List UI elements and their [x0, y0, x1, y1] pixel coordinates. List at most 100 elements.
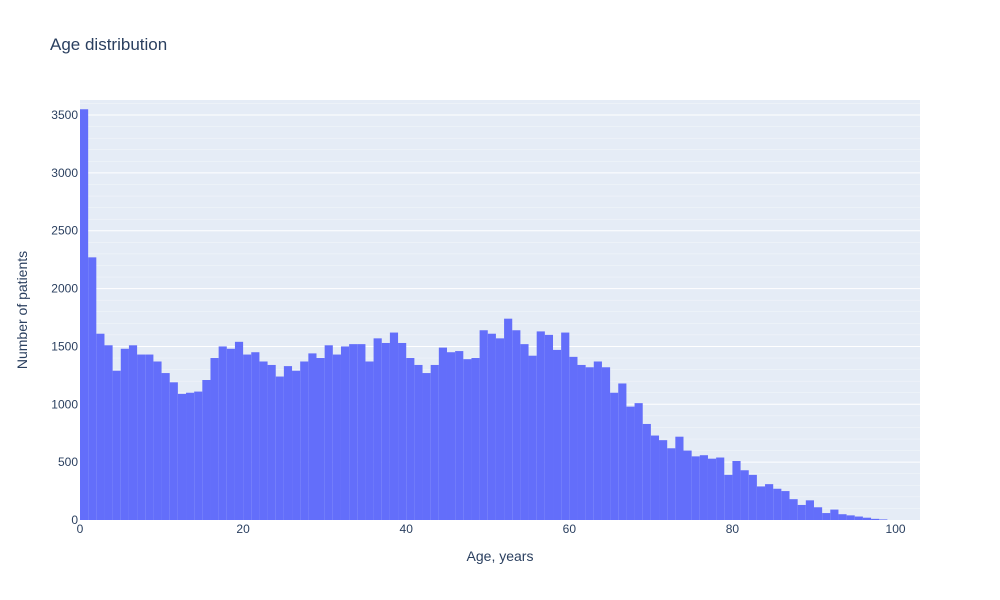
- histogram-bar: [683, 450, 692, 520]
- histogram-bar: [120, 348, 129, 520]
- histogram-bar: [292, 370, 301, 520]
- y-tick-label: 2500: [51, 224, 78, 238]
- histogram-bar: [838, 514, 847, 520]
- histogram-bar: [267, 364, 276, 520]
- histogram-bar: [455, 351, 464, 520]
- histogram-bar: [316, 358, 325, 520]
- histogram-bar: [618, 383, 627, 520]
- histogram-bar: [422, 373, 431, 520]
- histogram-bar: [536, 331, 545, 520]
- histogram-bar: [740, 470, 749, 520]
- x-tick-label: 0: [77, 522, 84, 536]
- histogram-bar: [145, 354, 154, 520]
- y-axis-title: Number of patients: [14, 251, 30, 369]
- histogram-bar: [504, 318, 513, 520]
- histogram-bar: [283, 366, 293, 520]
- histogram-bar: [781, 491, 790, 520]
- histogram-bar: [300, 361, 309, 520]
- x-tick-label: 80: [726, 522, 740, 536]
- histogram-bar: [161, 373, 170, 520]
- y-tick-label: 3500: [51, 108, 78, 122]
- histogram-bar: [862, 517, 872, 520]
- histogram-bar: [275, 376, 284, 520]
- histogram-bar: [879, 519, 888, 520]
- histogram-bar: [226, 348, 235, 520]
- histogram-bar: [765, 484, 774, 520]
- histogram-bar: [259, 361, 268, 520]
- histogram-bar: [479, 330, 488, 520]
- histogram-bar: [186, 392, 195, 520]
- histogram-bar: [194, 391, 203, 520]
- histogram-bar: [218, 346, 227, 520]
- histogram-bar: [699, 455, 708, 520]
- histogram-bar: [324, 345, 333, 520]
- histogram-bar: [88, 257, 97, 520]
- y-tick-label: 3000: [51, 166, 78, 180]
- histogram-bar: [544, 334, 554, 520]
- histogram-bar: [675, 436, 684, 520]
- histogram-bar: [340, 346, 350, 520]
- histogram-bars: [80, 109, 888, 520]
- histogram-bar: [626, 406, 635, 520]
- histogram-bar: [471, 358, 480, 520]
- x-tick-label: 20: [236, 522, 250, 536]
- histogram-bar: [756, 486, 766, 520]
- histogram-bar: [813, 507, 823, 520]
- histogram-bar: [169, 382, 178, 520]
- histogram-bar: [707, 458, 717, 520]
- histogram-bar: [569, 356, 578, 520]
- histogram-bar: [797, 504, 806, 520]
- histogram-bar: [528, 355, 537, 520]
- histogram-bar: [871, 518, 880, 520]
- y-tick-label: 2000: [51, 282, 78, 296]
- histogram-bar: [650, 435, 660, 520]
- histogram-bar: [389, 332, 399, 520]
- histogram-bar: [789, 499, 798, 520]
- histogram-bar: [210, 358, 219, 520]
- histogram-bar: [854, 516, 863, 520]
- y-tick-label: 1500: [51, 339, 78, 353]
- histogram-bar: [381, 342, 390, 520]
- y-tick-label: 1000: [51, 397, 78, 411]
- y-axis-ticks: 0 500 1000 1500 2000 2500 3000 3500: [51, 108, 78, 527]
- histogram-bar: [577, 364, 586, 520]
- histogram-bar: [822, 513, 831, 520]
- histogram-bar: [667, 448, 676, 520]
- histogram-bar: [414, 364, 423, 520]
- histogram-bar: [553, 349, 562, 520]
- x-axis-ticks: 0 20 40 60 80 100: [77, 522, 906, 536]
- histogram-bar: [332, 354, 341, 520]
- histogram-bar: [716, 457, 725, 520]
- histogram-bar: [373, 338, 382, 520]
- histogram-bar: [112, 370, 121, 520]
- histogram-bar: [128, 345, 138, 520]
- histogram-bar: [732, 460, 741, 520]
- histogram-bar: [349, 344, 358, 520]
- histogram-bar: [520, 344, 529, 520]
- y-tick-label: 500: [58, 455, 78, 469]
- histogram-bar: [137, 354, 146, 520]
- histogram-bar: [234, 341, 244, 520]
- histogram-bar: [846, 515, 855, 520]
- histogram-bar: [357, 344, 366, 520]
- x-tick-label: 100: [886, 522, 906, 536]
- x-tick-label: 40: [400, 522, 414, 536]
- chart-title: Age distribution: [50, 35, 167, 54]
- histogram-bar: [593, 361, 602, 520]
- histogram-bar: [585, 367, 594, 520]
- x-tick-label: 60: [563, 522, 577, 536]
- histogram-bar: [243, 354, 252, 520]
- histogram-bar: [805, 500, 814, 520]
- histogram-bar: [773, 488, 782, 520]
- histogram-bar: [642, 423, 651, 520]
- histogram-bar: [153, 361, 162, 520]
- histogram-bar: [601, 367, 611, 520]
- histogram-bar: [610, 392, 619, 520]
- histogram-bar: [691, 456, 700, 520]
- y-tick-label: 0: [71, 513, 78, 527]
- histogram-bar: [96, 333, 105, 520]
- histogram-bar: [659, 440, 668, 520]
- x-axis-title: Age, years: [467, 548, 534, 564]
- histogram-bar: [177, 393, 187, 520]
